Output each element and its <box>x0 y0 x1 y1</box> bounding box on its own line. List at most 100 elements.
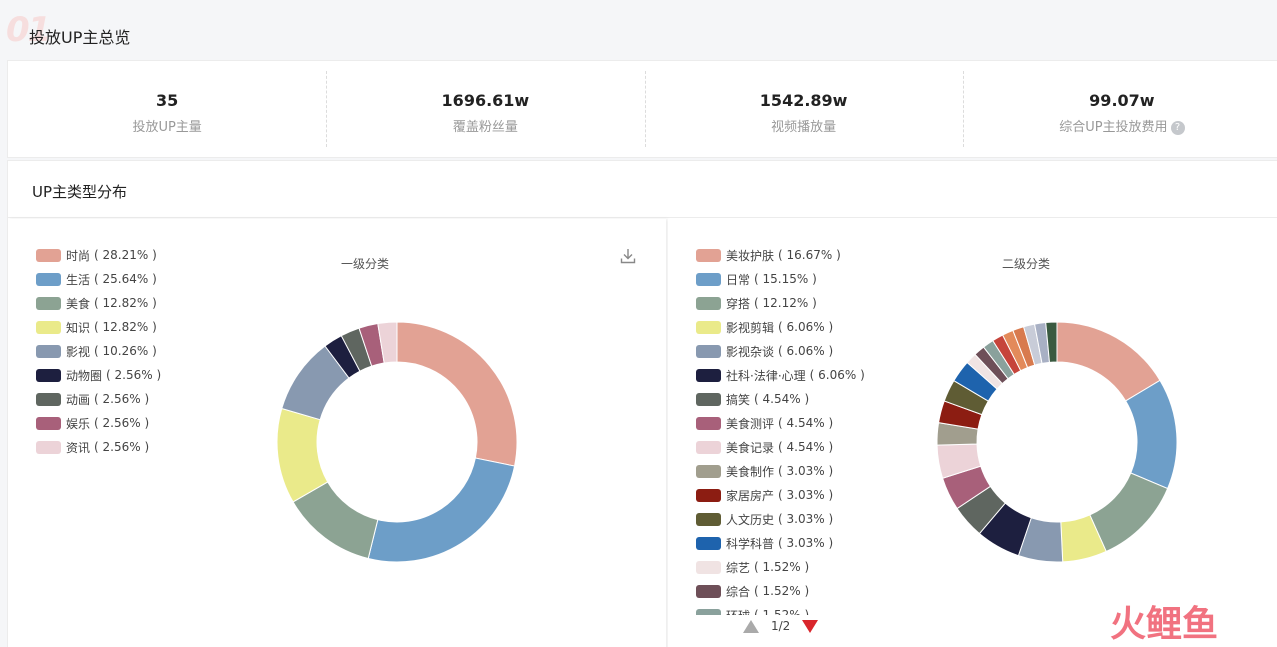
legend-label: 美食测评 <box>726 416 775 431</box>
legend-item[interactable]: 美妆护肤( 16.67% ) <box>696 243 865 267</box>
legend-swatch <box>36 416 61 430</box>
legend-label: 环球 <box>726 607 750 616</box>
legend-swatch <box>36 296 61 310</box>
stat-cost: 99.07w 综合UP主投放费用? <box>962 61 1277 157</box>
legend-label: 娱乐 <box>66 416 91 431</box>
legend-swatch <box>696 464 721 478</box>
legend-item[interactable]: 生活( 25.64% ) <box>36 267 161 291</box>
donut-slice[interactable] <box>367 457 516 563</box>
legend-label: 综艺 <box>726 560 751 575</box>
legend-label: 美食 <box>66 296 91 311</box>
legend-label: 搞笑 <box>726 392 751 407</box>
legend-value: ( 6.06% ) <box>778 320 834 334</box>
legend-item[interactable]: 美食记录( 4.54% ) <box>696 435 865 459</box>
legend-value: ( 25.64% ) <box>94 272 157 286</box>
legend-item[interactable]: 动物圈( 2.56% ) <box>36 363 161 387</box>
legend-value: ( 2.56% ) <box>106 368 162 382</box>
legend-item[interactable]: 日常( 15.15% ) <box>696 267 865 291</box>
legend-swatch <box>36 344 61 358</box>
triangle-down-icon[interactable] <box>802 619 819 633</box>
legend-value: ( 3.03% ) <box>778 488 834 502</box>
primary-category-panel: 时尚( 28.21% ) 生活( 25.64% ) 美食( 12.82% ) 知识( … <box>8 219 666 647</box>
page-title: 投放UP主总览 <box>29 28 131 47</box>
donut-chart-secondary <box>936 321 1178 563</box>
legend-value: ( 6.06% ) <box>778 344 834 358</box>
donut-slice[interactable] <box>377 321 398 364</box>
triangle-up-icon[interactable] <box>743 619 759 633</box>
legend-value: ( 1.52% ) <box>754 584 810 598</box>
donut-slice[interactable] <box>396 321 518 467</box>
stat-plays: 1542.89w 视频播放量 <box>644 61 963 157</box>
stat-label: 综合UP主投放费用? <box>963 116 1277 135</box>
legend-swatch <box>696 248 721 262</box>
legend-swatch <box>696 536 721 550</box>
legend-label: 美妆护肤 <box>726 248 775 263</box>
secondary-category-panel: 美妆护肤( 16.67% ) 日常( 15.15% ) 穿搭( 12.12% ) 影视… <box>668 219 1277 647</box>
stat-label: 覆盖粉丝量 <box>452 120 518 135</box>
legend-item[interactable]: 社科·法律·心理( 6.06% ) <box>696 363 865 387</box>
legend-item[interactable]: 科学科普( 3.03% ) <box>696 531 865 555</box>
stat-up-count: 35 投放UP主量 <box>8 61 326 157</box>
legend-value: ( 10.26% ) <box>94 344 157 358</box>
watermark-logo-image: 火鲤鱼 <box>1110 604 1218 644</box>
legend-item[interactable]: 影视( 10.26% ) <box>36 339 161 363</box>
legend-label: 人文历史 <box>726 512 775 527</box>
legend-item[interactable]: 环球 ( 1.52% ) <box>696 603 865 615</box>
legend-swatch <box>696 296 721 310</box>
legend-item[interactable]: 动画( 2.56% ) <box>36 387 161 411</box>
svg-text:火鲤鱼: 火鲤鱼 <box>1110 604 1218 644</box>
stat-label: 视频播放量 <box>771 120 837 135</box>
legend-item[interactable]: 美食( 12.82% ) <box>36 291 161 315</box>
legend-value: ( 1.52% ) <box>754 608 810 615</box>
legend-value: ( 3.03% ) <box>778 464 834 478</box>
legend-item[interactable]: 搞笑( 4.54% ) <box>696 387 865 411</box>
legend-swatch <box>696 608 721 615</box>
legend-item[interactable]: 时尚( 28.21% ) <box>36 243 161 267</box>
legend-swatch <box>36 392 61 406</box>
download-icon[interactable] <box>619 247 637 265</box>
legend-swatch <box>696 320 721 334</box>
help-icon[interactable]: ? <box>1170 121 1185 135</box>
donut-slice[interactable] <box>1124 379 1178 490</box>
donut-slice[interactable] <box>1045 321 1058 363</box>
legend-label: 资讯 <box>66 440 91 455</box>
legend-swatch <box>696 584 721 598</box>
legend-value: ( 1.52% ) <box>754 560 810 574</box>
stat-label-text: 综合UP主投放费用 <box>1059 120 1168 135</box>
stat-value: 99.07w <box>1089 91 1155 110</box>
legend-label: 美食记录 <box>726 440 775 455</box>
legend-swatch <box>696 560 721 574</box>
donut-slice[interactable] <box>1089 472 1169 553</box>
legend-item[interactable]: 资讯( 2.56% ) <box>36 435 161 459</box>
legend-value: ( 2.56% ) <box>94 392 150 406</box>
legend-label: 美食制作 <box>726 464 775 479</box>
legend-swatch <box>36 272 61 286</box>
legend-item[interactable]: 综艺( 1.52% ) <box>696 555 865 579</box>
legend-label: 生活 <box>66 272 91 287</box>
legend-value: ( 3.03% ) <box>778 536 834 550</box>
legend-label: 动画 <box>66 392 91 407</box>
legend-label: 影视 <box>66 344 91 359</box>
legend-label: 综合 <box>726 584 751 599</box>
legend-item[interactable]: 美食测评( 4.54% ) <box>696 411 865 435</box>
legend-item[interactable]: 影视杂谈( 6.06% ) <box>696 339 865 363</box>
legend-item[interactable]: 美食制作( 3.03% ) <box>696 459 865 483</box>
legend-item[interactable]: 穿搭( 12.12% ) <box>696 291 865 315</box>
legend-item[interactable]: 影视剪辑( 6.06% ) <box>696 315 865 339</box>
divider <box>8 217 1277 218</box>
legend-item[interactable]: 家居房产( 3.03% ) <box>696 483 865 507</box>
legend-item[interactable]: 知识( 12.82% ) <box>36 315 161 339</box>
legend-item[interactable]: 综合( 1.52% ) <box>696 579 865 603</box>
legend-swatch <box>36 320 61 334</box>
watermark-logo-top: 01 <box>6 10 51 50</box>
legend-value: ( 12.12% ) <box>754 296 817 310</box>
up-type-distribution-card: UP主类型分布 时尚( 28.21% ) 生活( 25.64% ) 美食( 12.8… <box>7 160 1277 647</box>
legend-label: 影视剪辑 <box>726 320 775 335</box>
legend-swatch <box>696 368 721 382</box>
legend-label: 知识 <box>66 320 91 335</box>
chart-legend: 时尚( 28.21% ) 生活( 25.64% ) 美食( 12.82% ) 知识( … <box>36 243 161 459</box>
legend-item[interactable]: 娱乐( 2.56% ) <box>36 411 161 435</box>
legend-item[interactable]: 人文历史( 3.03% ) <box>696 507 865 531</box>
legend-value: ( 12.82% ) <box>94 320 157 334</box>
stat-label: 投放UP主量 <box>132 120 202 135</box>
